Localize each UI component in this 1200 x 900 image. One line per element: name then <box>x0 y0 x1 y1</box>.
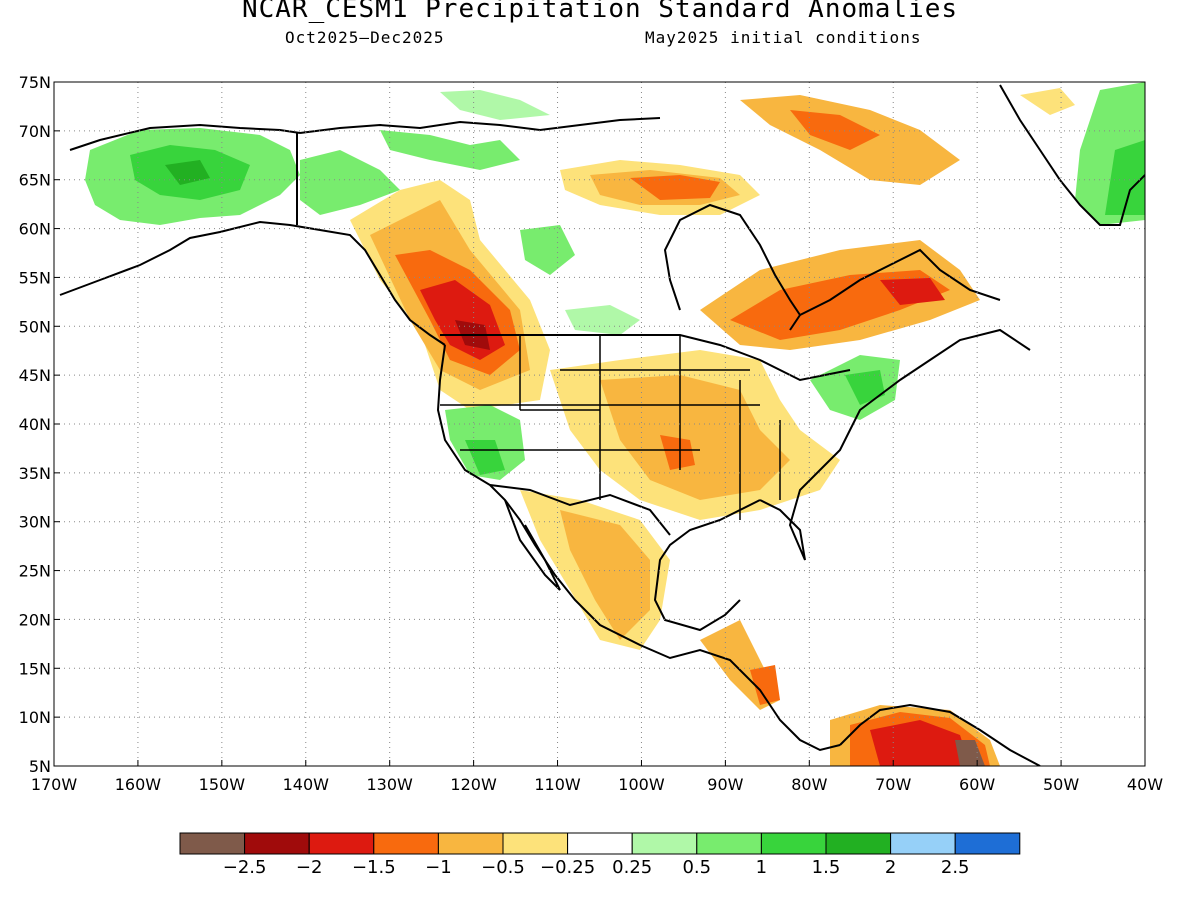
longitude-label: 120W <box>450 775 497 794</box>
longitude-label: 130W <box>367 775 414 794</box>
colorbar-swatch <box>696 832 762 855</box>
colorbar-label: 1 <box>756 857 767 878</box>
latitude-label: 55N <box>19 268 51 287</box>
latitude-label: 5N <box>29 757 51 776</box>
colorbar-label: 0.5 <box>682 857 711 878</box>
colorbar-label: −2 <box>296 857 323 878</box>
south-america-coastline <box>839 703 1041 766</box>
latitude-label: 25N <box>19 562 51 581</box>
colorbar-label: −1 <box>425 857 452 878</box>
initial-conditions: May2025 initial conditions <box>645 28 922 47</box>
colorbar-label: 2 <box>885 857 896 878</box>
latitude-label: 50N <box>19 317 51 336</box>
longitude-label: 160W <box>115 775 162 794</box>
us-state-lines <box>440 335 781 520</box>
colorbar-label: −1.5 <box>352 857 396 878</box>
anomaly-region-california-wet-core <box>465 440 505 475</box>
longitude-label: 70W <box>875 775 911 794</box>
latitude-label: 45N <box>19 366 51 385</box>
alaska-north-coastline <box>69 123 301 151</box>
latitude-label: 30N <box>19 513 51 532</box>
coastlines-and-borders <box>59 84 1145 766</box>
colorbar-label: 1.5 <box>812 857 841 878</box>
colorbar-swatch <box>890 832 956 855</box>
colorbar-swatch <box>825 832 892 855</box>
anomaly-region-greenland-wet-core <box>1105 140 1145 215</box>
longitude-label: 140W <box>283 775 330 794</box>
map-frame <box>53 81 1146 767</box>
colorbar-swatch <box>437 832 504 855</box>
anomaly-region-alaska-wet-peak <box>165 160 210 185</box>
colorbar-swatch <box>244 832 310 855</box>
latitude-label: 75N <box>19 73 51 92</box>
colorbar-swatch <box>179 832 246 855</box>
colorbar-swatch <box>631 832 698 855</box>
anomaly-region-south-america-extreme-dry <box>870 720 970 766</box>
latitude-label: 20N <box>19 610 51 629</box>
colorbar-swatch <box>954 832 1021 855</box>
longitude-label: 90W <box>707 775 743 794</box>
latitude-label: 35N <box>19 464 51 483</box>
gulf-coastline <box>653 499 761 632</box>
longitude-label: 110W <box>534 775 581 794</box>
latitude-label: 70N <box>19 122 51 141</box>
anomaly-region-greenland-dry <box>1020 88 1075 115</box>
anomaly-fields <box>85 82 1145 766</box>
latitude-label: 40N <box>19 415 51 434</box>
hudson-bay-coastline <box>663 203 802 331</box>
anomaly-region-mexico-dry-core <box>560 510 650 640</box>
longitude-label: 50W <box>1043 775 1079 794</box>
canada-us-border <box>440 334 851 382</box>
latitude-label: 10N <box>19 708 51 727</box>
latitude-label: 65N <box>19 171 51 190</box>
longitude-label: 100W <box>618 775 665 794</box>
colorbar-swatch <box>308 832 375 855</box>
anomaly-region-arctic-wet <box>380 130 520 170</box>
colorbar-swatch <box>502 832 569 855</box>
alaska-coastline <box>59 220 446 346</box>
anomaly-region-central-us-dry-core <box>600 375 790 500</box>
colorbar-swatch <box>373 832 439 855</box>
longitude-label: 80W <box>791 775 827 794</box>
longitude-label: 40W <box>1127 775 1163 794</box>
longitude-label: 170W <box>31 775 78 794</box>
us-mexico-border <box>489 484 671 536</box>
anomaly-region-canadian-interior-wet <box>520 225 575 275</box>
east-coastline <box>759 328 1031 561</box>
west-coastline <box>436 344 841 752</box>
colorbar-swatch <box>760 832 827 855</box>
map-title: NCAR_CESM1 Precipitation Standard Anomal… <box>241 0 959 24</box>
latitude-labels: 75N 70N 65N 60N 55N 50N 45N 40N 35N 30N 25N 20N 15N 1… <box>19 73 51 776</box>
latitude-label: 60N <box>19 220 51 239</box>
anomaly-region-plains-very-dry <box>660 435 695 470</box>
anomaly-region-central-america-very-dry <box>750 665 780 705</box>
forecast-period: Oct2025–Dec2025 <box>285 28 445 47</box>
colorbar-label: −0.25 <box>540 857 595 878</box>
longitude-label: 60W <box>959 775 995 794</box>
anomaly-region-baffin-dry-core <box>790 110 880 150</box>
colorbar-label: 2.5 <box>941 857 970 878</box>
anomaly-region-south-america-peak-dry <box>955 740 985 766</box>
anomaly-region-labrador-extreme-dry <box>880 278 945 305</box>
graticule <box>53 81 1146 767</box>
anomaly-region-arctic-wet-north <box>440 90 550 120</box>
longitude-label: 150W <box>199 775 246 794</box>
colorbar-label: −0.5 <box>481 857 525 878</box>
colorbar-legend: −2.5 −2 −1.5 −1 −0.5 −0.25 0.25 0.5 1 1.5 2 2.5 <box>179 832 1021 878</box>
colorbar-label: −2.5 <box>223 857 267 878</box>
longitude-labels: 170W 160W 150W 140W 130W 120W 110W 100W 90W 80W 70… <box>31 775 1163 794</box>
anomaly-region-prairie-wet <box>565 305 640 335</box>
baja-coastline <box>504 499 561 591</box>
anomaly-region-hudson-dry <box>630 175 720 200</box>
canada-north-coastline <box>299 117 661 134</box>
latitude-label: 15N <box>19 659 51 678</box>
greenland-coastline <box>999 84 1145 226</box>
labrador-coastline <box>799 248 1001 316</box>
colorbar-swatch <box>567 832 633 855</box>
anomaly-region-northeast-wet-core <box>845 370 885 405</box>
colorbar-label: 0.25 <box>612 857 652 878</box>
anomaly-region-yukon-wet <box>300 150 400 215</box>
